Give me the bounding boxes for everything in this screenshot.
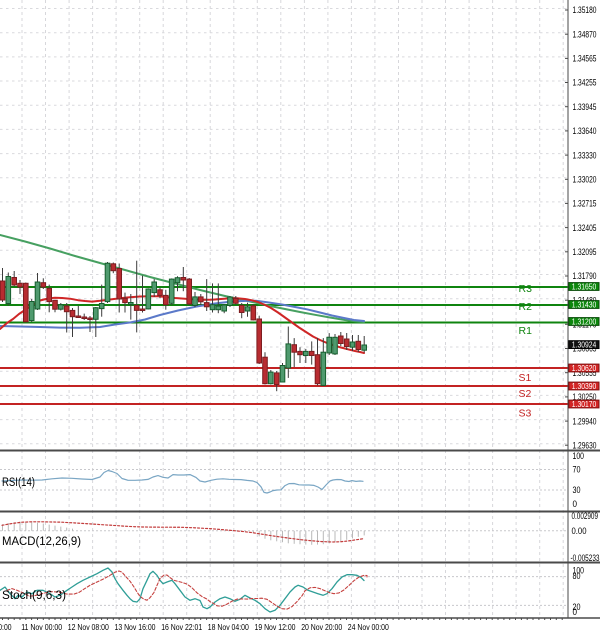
svg-text:1.33945: 1.33945 xyxy=(573,102,597,112)
svg-text:1.29940: 1.29940 xyxy=(573,416,597,426)
svg-text:1.30620: 1.30620 xyxy=(572,364,597,373)
svg-text:0: 0 xyxy=(573,607,578,617)
svg-text:1.30555: 1.30555 xyxy=(573,368,597,378)
svg-text:0.00: 0.00 xyxy=(572,526,587,536)
svg-text:18 Nov 04:00: 18 Nov 04:00 xyxy=(208,622,249,632)
svg-text:MACD(12,26,9): MACD(12,26,9) xyxy=(2,536,81,548)
svg-text:1.30924: 1.30924 xyxy=(572,340,597,349)
svg-text:1.34870: 1.34870 xyxy=(573,29,597,39)
svg-text:20: 20 xyxy=(573,602,581,612)
svg-text:16 Nov 22:01: 16 Nov 22:01 xyxy=(161,622,202,632)
svg-text:1.31200: 1.31200 xyxy=(572,317,597,326)
svg-text:0: 0 xyxy=(573,499,578,509)
svg-text:00:00: 00:00 xyxy=(0,622,12,632)
svg-text:100: 100 xyxy=(573,451,585,461)
svg-text:1.33330: 1.33330 xyxy=(573,150,597,160)
svg-text:12 Nov 08:00: 12 Nov 08:00 xyxy=(68,622,109,632)
svg-text:S1: S1 xyxy=(519,372,532,384)
svg-text:1.34565: 1.34565 xyxy=(573,54,597,64)
svg-text:S2: S2 xyxy=(519,388,532,400)
svg-text:1.29630: 1.29630 xyxy=(573,440,597,450)
svg-text:RSI(14): RSI(14) xyxy=(2,477,35,489)
svg-text:1.31650: 1.31650 xyxy=(572,282,597,291)
svg-text:70: 70 xyxy=(573,465,581,475)
svg-text:0.002909: 0.002909 xyxy=(572,511,599,521)
svg-text:20 Nov 20:00: 20 Nov 20:00 xyxy=(301,622,342,632)
svg-text:-0.005233: -0.005233 xyxy=(571,553,600,563)
svg-text:30: 30 xyxy=(573,485,581,495)
svg-text:R1: R1 xyxy=(519,325,533,337)
svg-text:11 Nov 00:00: 11 Nov 00:00 xyxy=(21,622,62,632)
svg-text:R2: R2 xyxy=(519,301,533,313)
svg-text:100: 100 xyxy=(573,565,585,575)
svg-text:1.32095: 1.32095 xyxy=(573,247,597,257)
svg-text:R3: R3 xyxy=(519,283,533,295)
svg-text:1.34255: 1.34255 xyxy=(573,78,597,88)
svg-text:1.33640: 1.33640 xyxy=(573,126,597,136)
svg-text:19 Nov 12:00: 19 Nov 12:00 xyxy=(255,622,296,632)
svg-text:13 Nov 16:00: 13 Nov 16:00 xyxy=(115,622,156,632)
svg-text:80: 80 xyxy=(573,571,581,581)
svg-text:24 Nov 00:00: 24 Nov 00:00 xyxy=(348,622,389,632)
svg-text:1.31790: 1.31790 xyxy=(573,271,597,281)
svg-text:1.32405: 1.32405 xyxy=(573,223,597,233)
svg-text:1.30390: 1.30390 xyxy=(572,382,597,391)
svg-text:1.32715: 1.32715 xyxy=(573,199,597,209)
svg-text:1.30250: 1.30250 xyxy=(573,392,597,402)
svg-text:1.31430: 1.31430 xyxy=(572,300,597,309)
svg-text:1.33020: 1.33020 xyxy=(573,175,597,185)
svg-text:Stoch(9,6,3): Stoch(9,6,3) xyxy=(2,590,66,602)
svg-text:1.35180: 1.35180 xyxy=(573,5,597,15)
svg-text:S3: S3 xyxy=(519,408,532,420)
svg-text:1.30170: 1.30170 xyxy=(572,400,597,409)
